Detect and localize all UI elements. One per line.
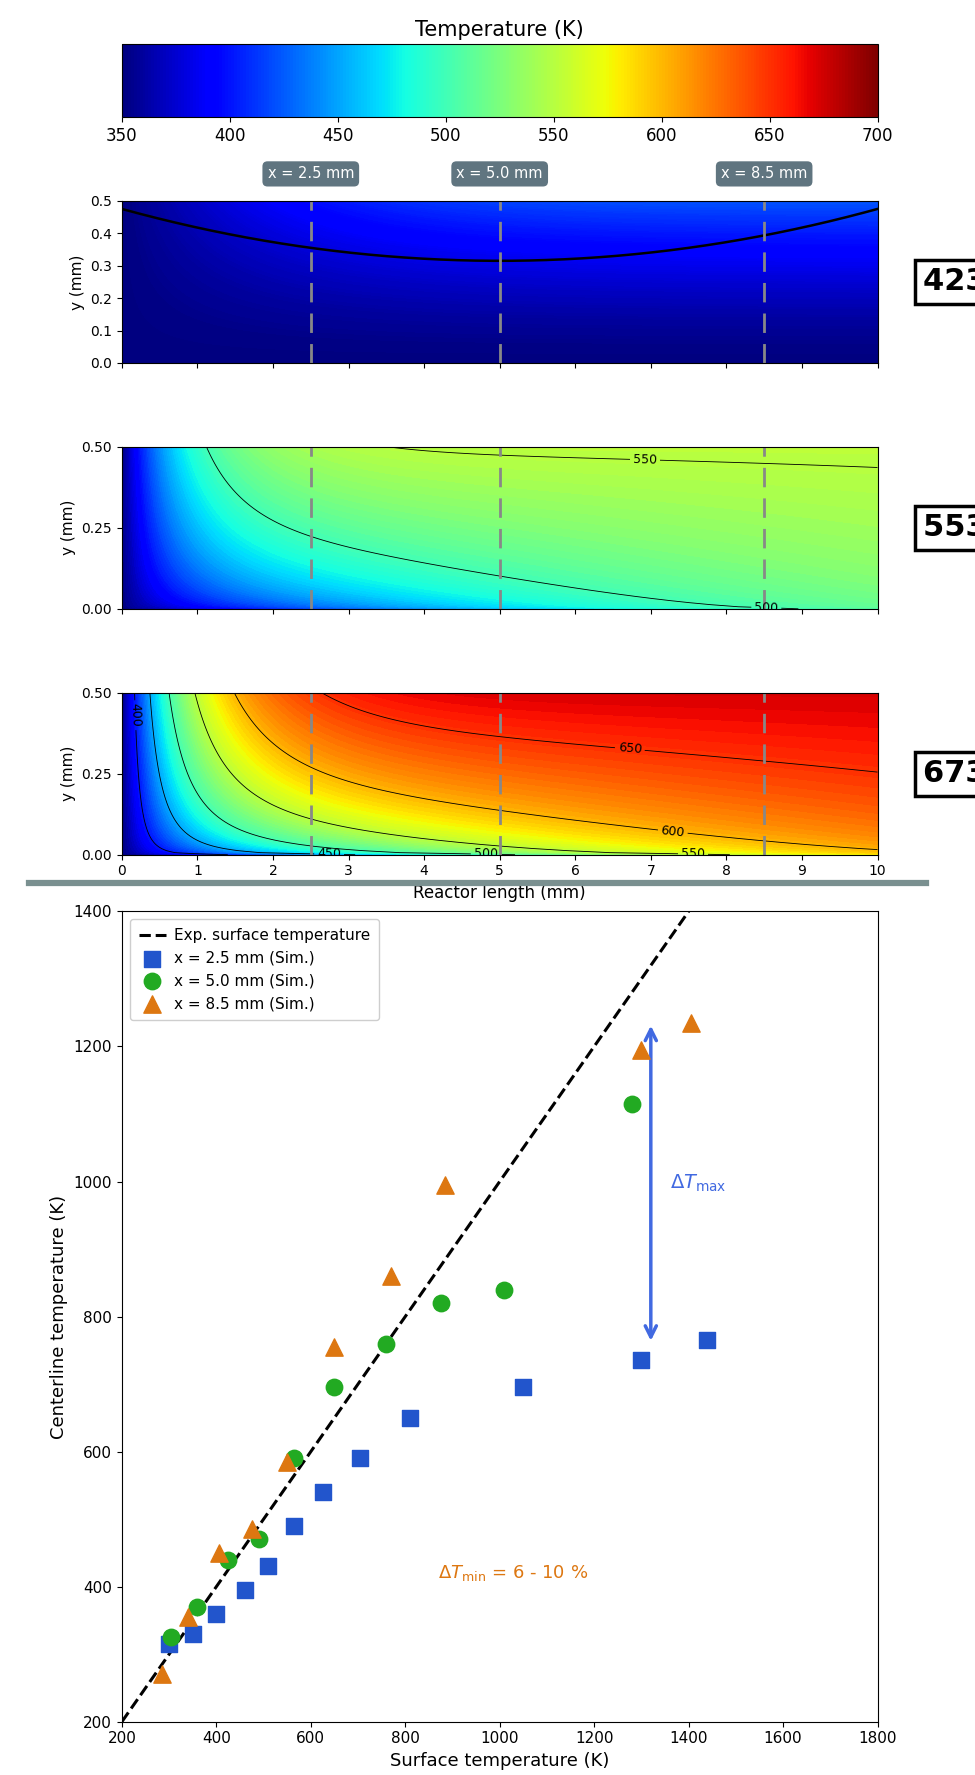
x = 2.5 mm (Sim.) [516, 1374, 531, 1402]
Text: 650: 650 [617, 742, 643, 756]
x = 8.5 mm (Sim.) [383, 1262, 399, 1290]
x = 2.5 mm (Sim.) [161, 1629, 176, 1658]
x = 2.5 mm (Sim.) [315, 1479, 331, 1507]
X-axis label: Reactor length (mm): Reactor length (mm) [413, 884, 586, 902]
x = 5.0 mm (Sim.) [327, 1374, 342, 1402]
x = 2.5 mm (Sim.) [634, 1345, 649, 1374]
Text: 673 K: 673 K [923, 760, 975, 788]
x = 5.0 mm (Sim.) [378, 1329, 394, 1358]
x = 8.5 mm (Sim.) [634, 1035, 649, 1063]
X-axis label: Surface temperature (K): Surface temperature (K) [390, 1752, 609, 1770]
x = 2.5 mm (Sim.) [402, 1404, 417, 1432]
Text: 553 K: 553 K [923, 513, 975, 543]
x = 8.5 mm (Sim.) [327, 1333, 342, 1361]
Text: 600: 600 [660, 824, 685, 840]
x = 5.0 mm (Sim.) [287, 1445, 302, 1473]
x = 8.5 mm (Sim.) [180, 1603, 196, 1631]
x = 2.5 mm (Sim.) [353, 1445, 369, 1473]
x = 2.5 mm (Sim.) [287, 1512, 302, 1541]
Text: 500: 500 [754, 600, 778, 614]
Text: x = 5.0 mm: x = 5.0 mm [456, 167, 543, 181]
x = 8.5 mm (Sim.) [438, 1172, 453, 1200]
Text: x = 8.5 mm: x = 8.5 mm [721, 167, 807, 181]
x = 5.0 mm (Sim.) [251, 1525, 266, 1553]
x = 8.5 mm (Sim.) [154, 1660, 170, 1688]
x = 2.5 mm (Sim.) [237, 1576, 253, 1605]
x = 5.0 mm (Sim.) [164, 1622, 179, 1651]
Text: 550: 550 [681, 847, 705, 861]
Y-axis label: y (mm): y (mm) [69, 254, 85, 309]
Legend: Exp. surface temperature, x = 2.5 mm (Sim.), x = 5.0 mm (Sim.), x = 8.5 mm (Sim.: Exp. surface temperature, x = 2.5 mm (Si… [130, 919, 379, 1021]
x = 8.5 mm (Sim.) [280, 1448, 295, 1477]
x = 5.0 mm (Sim.) [220, 1546, 236, 1574]
X-axis label: Temperature (K): Temperature (K) [415, 20, 584, 41]
Text: $\Delta T_{\mathrm{max}}$: $\Delta T_{\mathrm{max}}$ [670, 1173, 726, 1195]
Text: 500: 500 [474, 847, 498, 861]
Text: 400: 400 [129, 703, 142, 728]
x = 5.0 mm (Sim.) [624, 1090, 640, 1118]
Y-axis label: y (mm): y (mm) [61, 746, 76, 801]
x = 2.5 mm (Sim.) [260, 1551, 276, 1582]
Text: x = 2.5 mm: x = 2.5 mm [267, 167, 354, 181]
Text: 550: 550 [633, 453, 657, 467]
Y-axis label: Centerline temperature (K): Centerline temperature (K) [50, 1195, 68, 1440]
Text: 423 K: 423 K [923, 268, 975, 296]
x = 5.0 mm (Sim.) [189, 1592, 206, 1621]
Y-axis label: y (mm): y (mm) [61, 501, 76, 556]
x = 2.5 mm (Sim.) [185, 1621, 201, 1649]
Text: 450: 450 [317, 847, 341, 861]
x = 2.5 mm (Sim.) [209, 1599, 224, 1628]
x = 5.0 mm (Sim.) [433, 1289, 448, 1317]
Text: $\Delta T_{\mathrm{min}}$ = 6 - 10 %: $\Delta T_{\mathrm{min}}$ = 6 - 10 % [439, 1564, 589, 1583]
x = 8.5 mm (Sim.) [683, 1008, 699, 1037]
x = 5.0 mm (Sim.) [496, 1276, 512, 1305]
x = 2.5 mm (Sim.) [700, 1326, 716, 1354]
x = 8.5 mm (Sim.) [244, 1516, 259, 1544]
x = 8.5 mm (Sim.) [211, 1539, 226, 1567]
